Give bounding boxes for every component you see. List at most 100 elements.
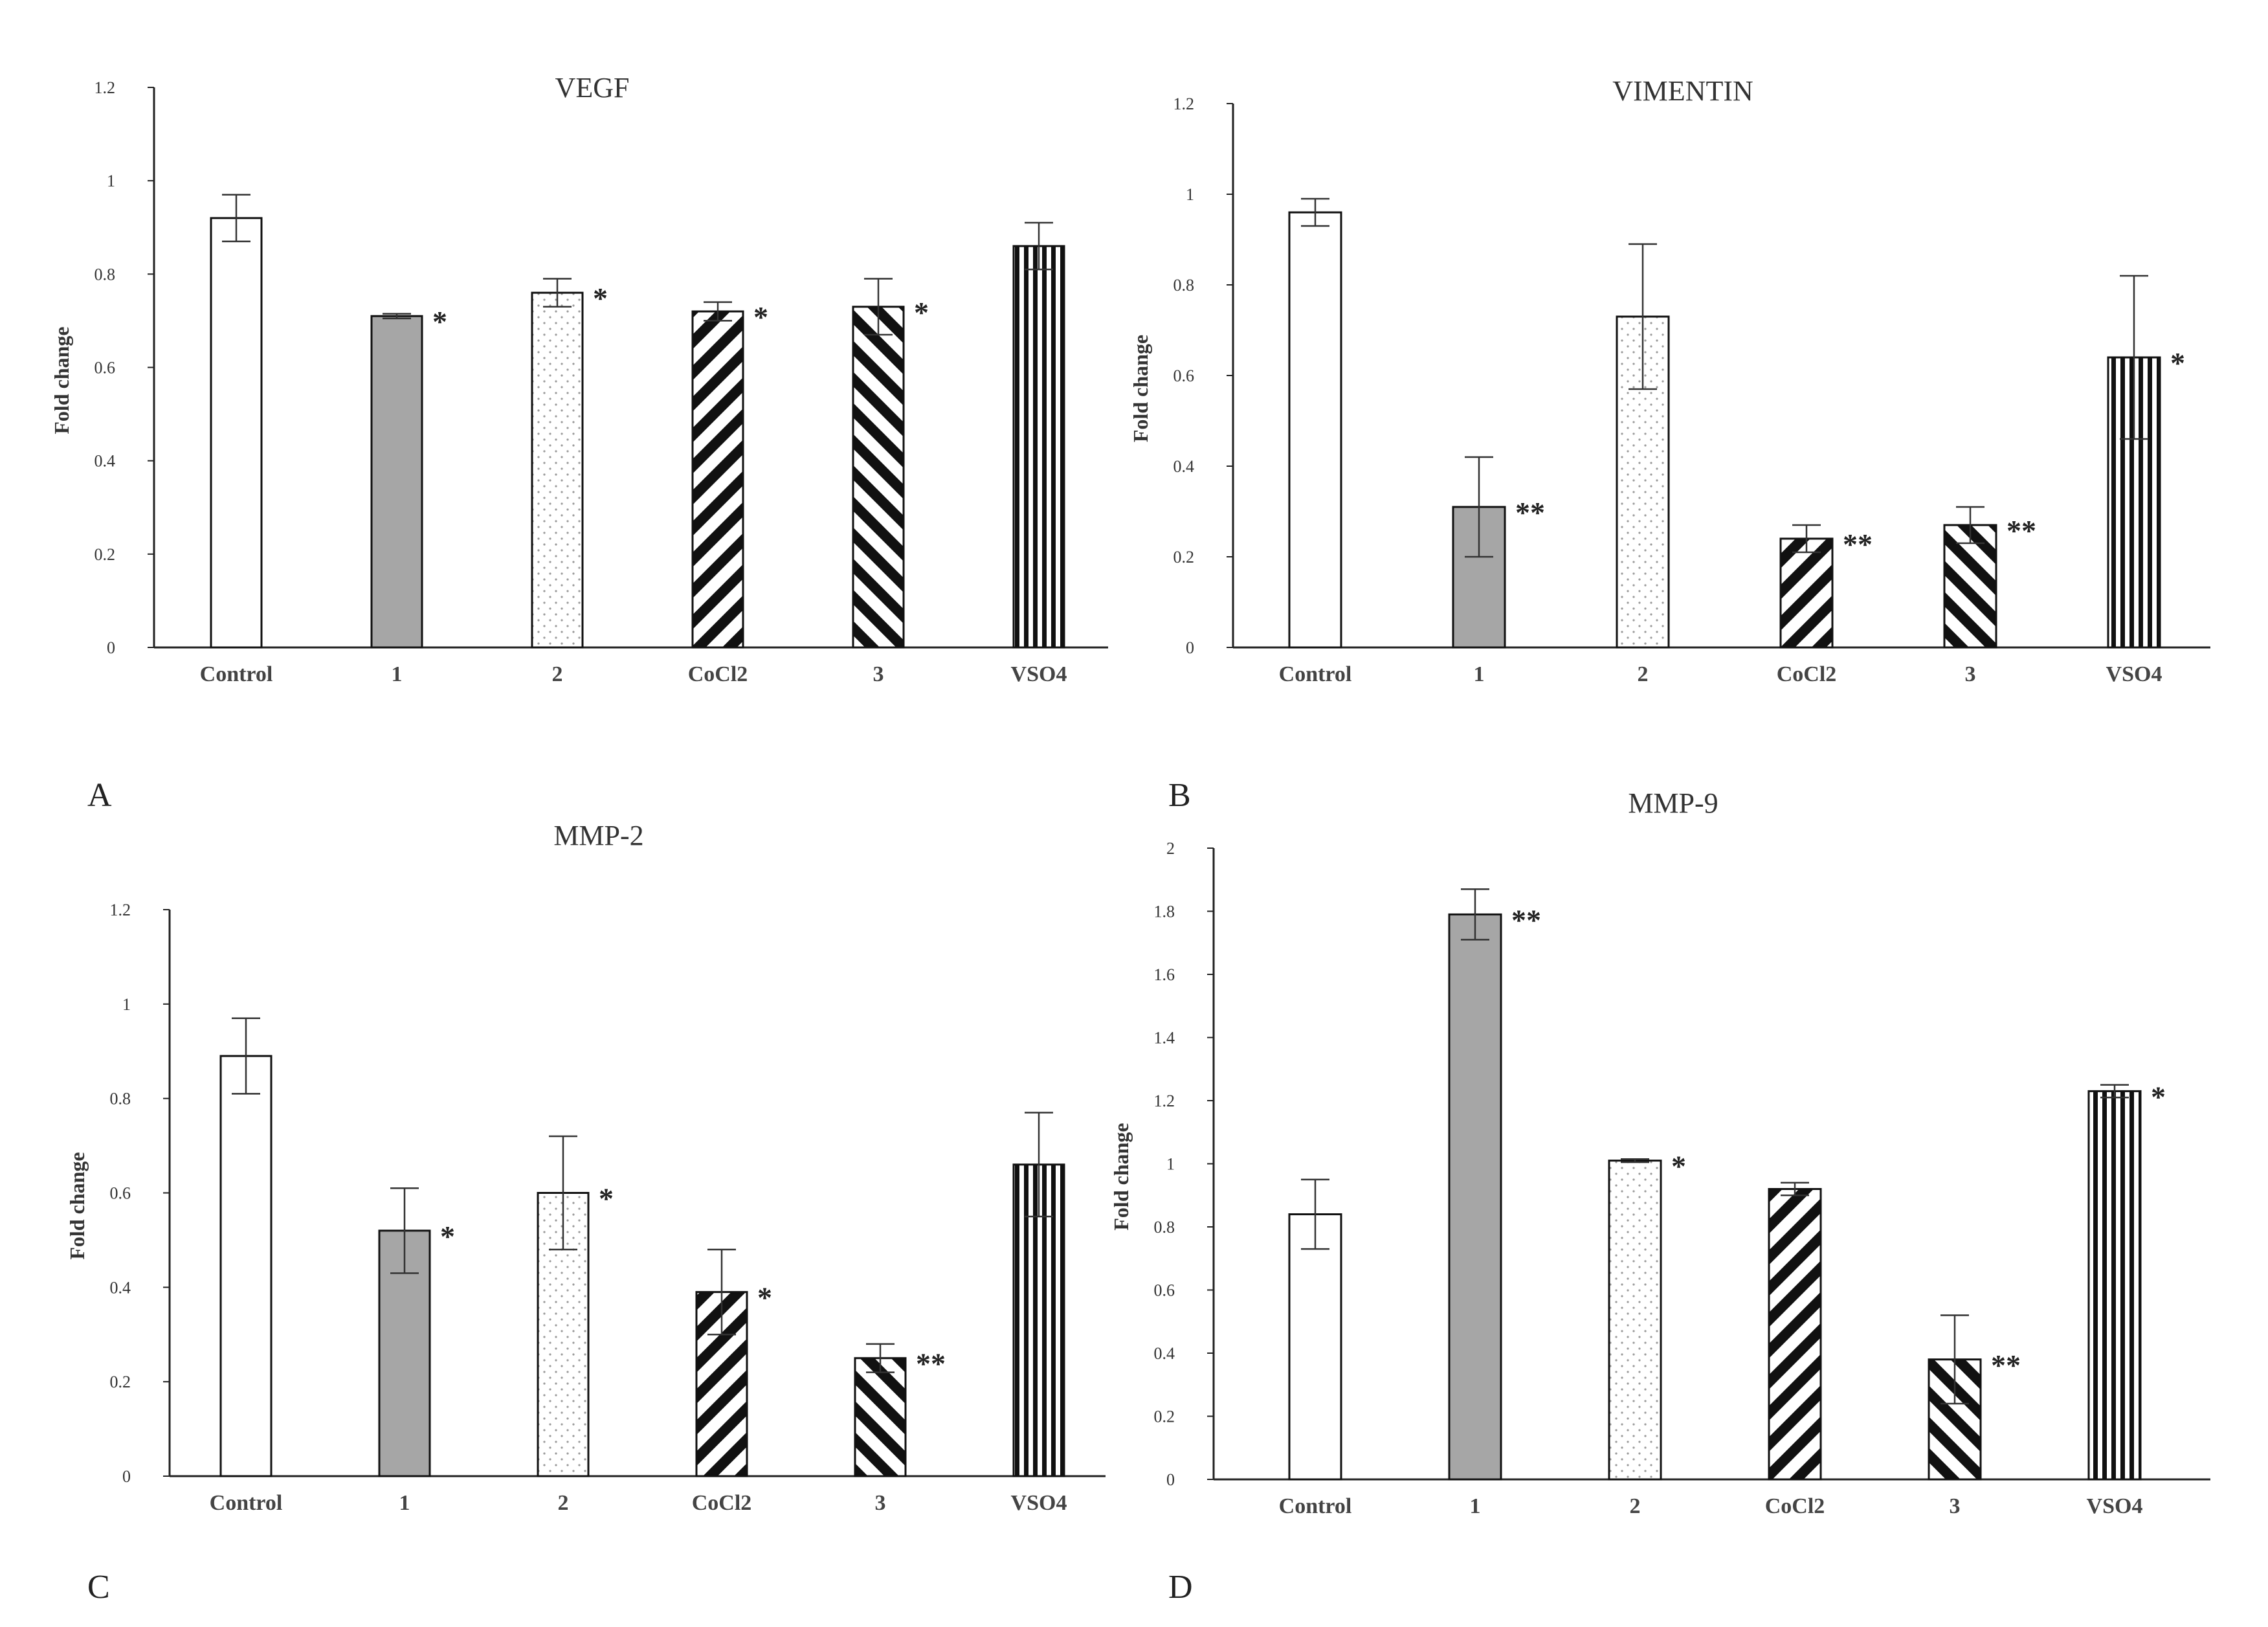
chart1-x-tick-label-control: Control: [200, 662, 273, 686]
chart1-y-tick-label: 1.2: [94, 78, 116, 97]
chart1-bar-control: [210, 217, 263, 649]
chart4-y-tick-label: 1: [1166, 1155, 1175, 1174]
chart3-significance-2: *: [599, 1182, 614, 1215]
chart3-significance-3: **: [916, 1347, 946, 1380]
chart1-y-tick-label: 0.4: [94, 452, 116, 471]
chart3-x-tick-label-2: 2: [558, 1491, 569, 1515]
chart3-y-tick-label: 1: [122, 995, 131, 1014]
chart1-bar-1: [370, 315, 423, 649]
chart1-title: VEGF: [555, 72, 630, 104]
chart2-significance-cocl2: **: [1843, 528, 1873, 561]
chart1-y-tick-label: 0.8: [94, 265, 116, 284]
chart3-y-tick-label: 0.4: [110, 1278, 131, 1297]
chart2-significance-3: **: [2007, 514, 2036, 547]
chart3-significance-cocl2: *: [757, 1281, 772, 1314]
panel-label-a: A: [87, 777, 112, 814]
chart1-y-tick-label: 0.6: [94, 359, 116, 377]
chart1-y-tick-label: 0: [107, 638, 115, 657]
chart3-bar-3: [854, 1357, 907, 1477]
chart4-significance-1: **: [1511, 903, 1541, 936]
chart3-y-tick-label: 0: [122, 1467, 131, 1486]
chart3-y-tick-label: 0.8: [110, 1090, 131, 1108]
chart4-bar-1: [1448, 913, 1502, 1481]
chart3-significance-1: *: [440, 1220, 455, 1253]
chart4-bar-vso4: [2087, 1090, 2142, 1481]
chart3-y-tick-label: 0.2: [110, 1373, 131, 1391]
chart4-x-tick-label-control: Control: [1279, 1494, 1352, 1518]
chart2-bar-control: [1288, 211, 1342, 649]
chart1-y-tick-label: 1: [107, 172, 115, 190]
chart2-x-tick-label-control: Control: [1279, 662, 1352, 686]
chart2-y-tick-label: 1: [1186, 185, 1194, 204]
chart4-y-tick-label: 1.8: [1154, 903, 1175, 921]
chart1-significance-1: *: [432, 305, 447, 338]
chart2-y-tick-label: 0.8: [1173, 276, 1195, 295]
chart4-title: MMP-9: [1628, 787, 1718, 819]
chart1-y-axis-label: Fold change: [50, 326, 73, 434]
chart4-x-tick-label-2: 2: [1630, 1494, 1641, 1518]
chart2-x-tick-label-cocl2: CoCl2: [1777, 662, 1837, 686]
chart2-y-tick-label: 0.4: [1173, 457, 1195, 476]
chart4-y-tick-label: 1.2: [1154, 1092, 1175, 1110]
chart3-y-axis-label: Fold change: [65, 1152, 89, 1259]
panel-label-b: B: [1168, 777, 1191, 814]
chart2-significance-vso4: *: [2170, 346, 2185, 379]
chart4-y-tick-label: 0: [1166, 1470, 1175, 1489]
chart1-x-tick-label-cocl2: CoCl2: [688, 662, 748, 686]
chart1-significance-cocl2: *: [753, 300, 768, 333]
chart4-y-tick-label: 0.2: [1154, 1408, 1175, 1426]
chart1-x-tick-label-3: 3: [873, 662, 884, 686]
chart2-x-tick-label-vso4: VSO4: [2106, 662, 2162, 686]
chart3-x-tick-label-3: 3: [875, 1491, 886, 1515]
chart3-x-tick-label-vso4: VSO4: [1011, 1491, 1067, 1515]
chart4-y-tick-label: 1.6: [1154, 965, 1175, 984]
chart4-bar-cocl2: [1768, 1188, 1822, 1481]
chart2-x-tick-label-2: 2: [1638, 662, 1649, 686]
chart2-bar-3: [1943, 524, 1997, 649]
chart1-bar-3: [852, 306, 905, 649]
chart4-y-tick-label: 0.8: [1154, 1218, 1175, 1237]
chart3-x-tick-label-control: Control: [210, 1491, 283, 1515]
chart2-y-tick-label: 1.2: [1173, 95, 1195, 113]
chart4-y-tick-label: 0.4: [1154, 1344, 1175, 1363]
chart3-x-tick-label-1: 1: [399, 1491, 410, 1515]
chart4-y-tick-label: 1.4: [1154, 1029, 1175, 1048]
chart-panel-vegf: 0 0.2 0.4 0.6 0.8 1 1.2 VEGF Fold change Control *…: [50, 72, 1108, 686]
chart1-x-tick-label-1: 1: [392, 662, 403, 686]
chart2-y-tick-label: 0.2: [1173, 548, 1195, 567]
panel-label-c: C: [87, 1569, 110, 1606]
chart2-significance-1: **: [1515, 496, 1545, 529]
chart2-bar-cocl2: [1779, 537, 1834, 649]
chart2-y-tick-label: 0.6: [1173, 366, 1195, 385]
chart3-title: MMP-2: [553, 820, 643, 851]
chart4-x-tick-label-3: 3: [1950, 1494, 1961, 1518]
chart2-x-tick-label-1: 1: [1474, 662, 1485, 686]
chart4-bar-control: [1288, 1213, 1342, 1481]
chart4-x-tick-label-1: 1: [1470, 1494, 1481, 1518]
chart1-y-tick-label: 0.2: [94, 545, 116, 564]
chart1-bar-2: [531, 291, 584, 649]
chart-panel-mmp-2: 0 0.2 0.4 0.6 0.8 1 1.2 MMP-2 Fold change Control…: [65, 820, 1106, 1515]
chart1-significance-3: *: [914, 296, 929, 329]
chart3-y-tick-label: 0.6: [110, 1184, 131, 1203]
chart4-y-tick-label: 2: [1166, 839, 1175, 858]
chart4-significance-2: *: [1671, 1150, 1686, 1183]
chart1-bar-vso4: [1012, 245, 1065, 649]
chart1-x-tick-label-2: 2: [552, 662, 563, 686]
chart-panel-vimentin: 0 0.2 0.4 0.6 0.8 1 1.2 VIMENTIN Fold change Cont…: [1129, 75, 2210, 686]
chart4-x-tick-label-vso4: VSO4: [2087, 1494, 2143, 1518]
chart4-y-tick-label: 0.6: [1154, 1281, 1175, 1300]
chart3-x-tick-label-cocl2: CoCl2: [692, 1491, 752, 1515]
chart3-y-tick-label: 1.2: [110, 901, 131, 919]
chart1-significance-2: *: [593, 282, 608, 315]
chart2-x-tick-label-3: 3: [1965, 662, 1976, 686]
panel-label-d: D: [1168, 1569, 1193, 1606]
chart4-x-tick-label-cocl2: CoCl2: [1765, 1494, 1825, 1518]
chart-panel-mmp-9: 0 0.2 0.4 0.6 0.8 1 1.2 1.4 1.6 1.8 2 MMP-9 Fold cha…: [1109, 787, 2210, 1518]
chart4-bar-2: [1608, 1160, 1662, 1481]
chart1-x-tick-label-vso4: VSO4: [1011, 662, 1067, 686]
chart2-title: VIMENTIN: [1612, 75, 1753, 107]
chart1-bar-cocl2: [691, 310, 744, 649]
chart4-y-axis-label: Fold change: [1109, 1123, 1133, 1230]
chart4-significance-3: **: [1991, 1349, 2021, 1382]
